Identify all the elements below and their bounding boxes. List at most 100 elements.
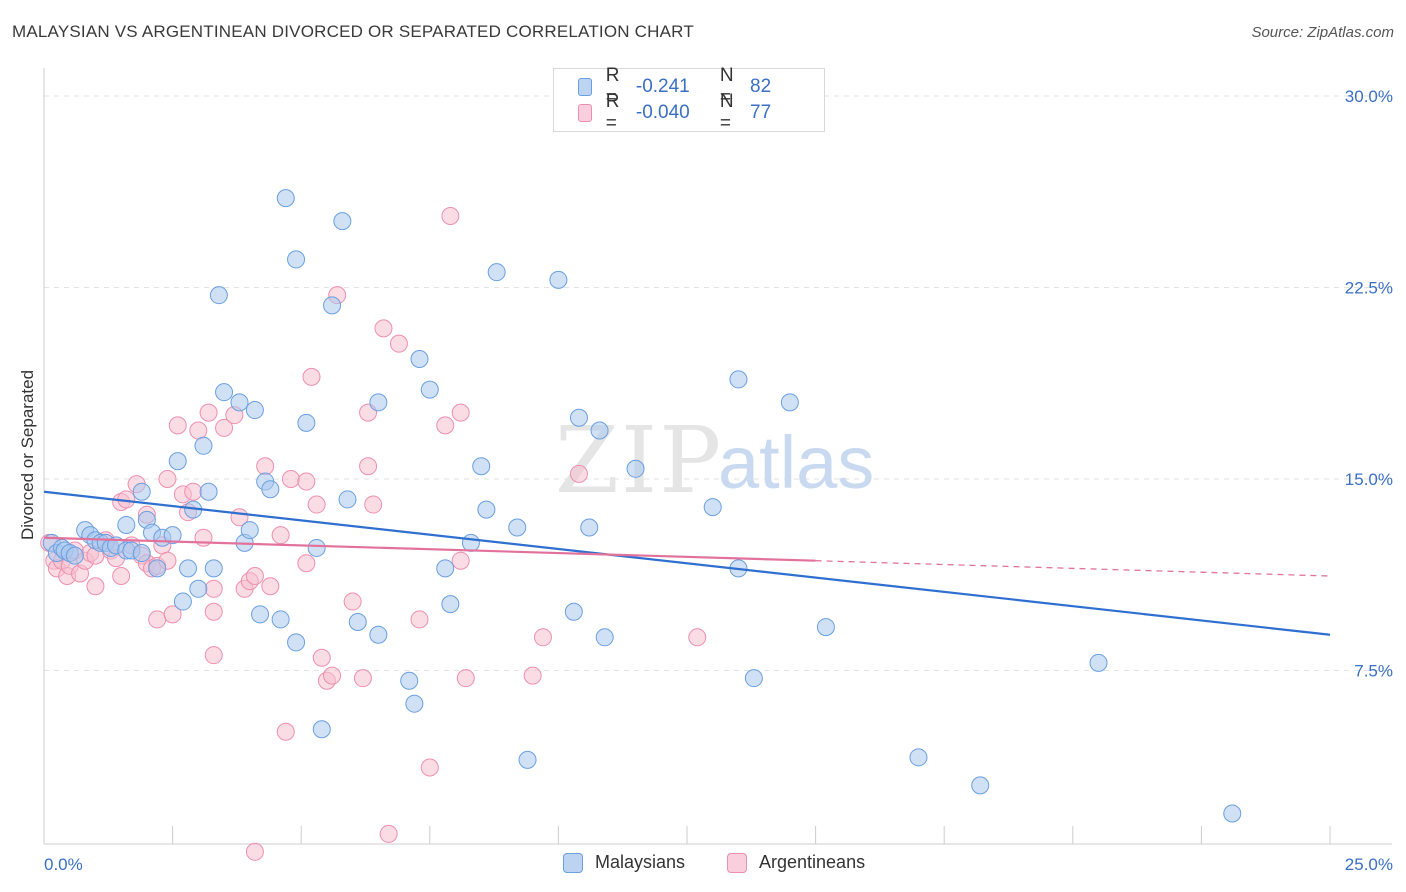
- argentinean-point: [261, 577, 280, 596]
- malaysian-point: [441, 595, 460, 614]
- argentinean-point: [420, 758, 439, 777]
- chart-title: MALAYSIAN VS ARGENTINEAN DIVORCED OR SEP…: [12, 22, 694, 41]
- legend-swatch-blue: [563, 852, 583, 873]
- y-tick-label: 15.0%: [1345, 470, 1393, 489]
- legend-n-value: 77: [750, 102, 772, 123]
- malaysian-point: [261, 480, 280, 499]
- malaysian-point: [410, 349, 429, 368]
- argentineans-trend-extension: [815, 560, 1331, 577]
- argentinean-point: [158, 470, 177, 488]
- argentinean-point: [323, 666, 342, 685]
- malaysian-point: [580, 518, 599, 537]
- argentinean-point: [436, 416, 455, 435]
- malaysian-point: [65, 546, 84, 565]
- malaysian-point: [703, 498, 722, 517]
- argentineans-trend-line: [43, 536, 816, 562]
- malaysian-point: [338, 490, 357, 509]
- argentinean-point: [343, 592, 362, 611]
- argentinean-point: [353, 669, 372, 688]
- argentinean-point: [204, 579, 223, 598]
- argentinean-point: [312, 648, 331, 667]
- argentinean-point: [281, 470, 300, 488]
- y-axis-label: Divorced or Separated: [18, 369, 37, 541]
- malaysian-point: [276, 189, 295, 208]
- malaysian-point: [271, 610, 290, 629]
- argentinean-point: [359, 457, 378, 476]
- y-tick-label: 30.0%: [1345, 87, 1393, 106]
- argentinean-point: [523, 666, 542, 685]
- malaysian-point: [595, 628, 614, 647]
- malaysian-point: [333, 212, 352, 231]
- malaysian-point: [189, 579, 208, 598]
- y-tick-label: 22.5%: [1345, 279, 1393, 298]
- malaysian-point: [148, 559, 167, 578]
- argentinean-point: [86, 577, 105, 596]
- argentinean-point: [245, 842, 264, 861]
- malaysian-point: [405, 694, 424, 713]
- malaysian-point: [199, 482, 218, 501]
- malaysian-point: [477, 500, 496, 519]
- malaysian-point: [287, 633, 306, 652]
- y-tick-label: 7.5%: [1354, 662, 1393, 681]
- malaysian-point: [461, 533, 480, 552]
- x-tick-label: 0.0%: [44, 855, 83, 874]
- argentinean-point: [364, 495, 383, 514]
- legend-label-argentineans: Argentineans: [759, 852, 866, 872]
- malaysian-point: [245, 401, 264, 420]
- malaysian-point: [590, 421, 609, 440]
- malaysian-point: [240, 521, 259, 540]
- malaysian-point: [251, 605, 270, 624]
- argentinean-point: [389, 334, 408, 353]
- argentinean-point: [379, 824, 398, 843]
- argentinean-point: [112, 567, 131, 586]
- x-tick-label: 25.0%: [1345, 855, 1393, 874]
- legend-n-value: 82: [750, 76, 772, 97]
- malaysian-point: [729, 370, 748, 389]
- malaysian-point: [348, 612, 367, 631]
- argentinean-point: [451, 551, 470, 570]
- malaysian-point: [132, 544, 151, 563]
- malaysian-point: [909, 748, 928, 767]
- argentinean-point: [302, 367, 321, 386]
- argentinean-point: [199, 403, 218, 422]
- argentinean-point: [276, 722, 295, 741]
- malaysian-point: [173, 592, 192, 611]
- legend-row-malaysians: R = -0.241 N = 82: [578, 65, 824, 108]
- malaysian-point: [230, 393, 249, 412]
- argentinean-point: [688, 628, 707, 647]
- argentinean-point: [451, 403, 470, 422]
- malaysian-point: [179, 559, 198, 578]
- argentinean-point: [297, 472, 316, 491]
- argentinean-point: [374, 319, 393, 338]
- correlation-legend: R = -0.241 N = 82 R = -0.040 N = 77: [553, 65, 825, 134]
- malaysian-point: [369, 625, 388, 644]
- legend-n-label: N =: [719, 65, 734, 108]
- argentinean-point: [441, 207, 460, 226]
- legend-item-argentineans: Argentineans: [727, 852, 865, 873]
- legend-r-label: R =: [605, 91, 620, 134]
- source-note: Source: ZipAtlas.com: [1251, 24, 1394, 41]
- argentinean-point: [256, 457, 275, 476]
- malaysian-point: [194, 436, 213, 455]
- malaysian-point: [204, 559, 223, 578]
- trend-lines: [43, 490, 1331, 636]
- malaysian-point: [436, 559, 455, 578]
- argentinean-point: [271, 526, 290, 545]
- legend-swatch-pink: [578, 104, 592, 122]
- malaysian-point: [508, 518, 527, 537]
- malaysian-point: [297, 413, 316, 432]
- malaysians-trend-line: [43, 490, 1331, 636]
- legend-n-label: N =: [719, 91, 734, 134]
- malaysian-point: [569, 408, 588, 427]
- argentinean-point: [410, 610, 429, 629]
- malaysian-point: [117, 515, 136, 534]
- axes: [43, 68, 1392, 845]
- argentinean-point: [297, 554, 316, 573]
- legend-r-value: -0.241: [635, 76, 690, 97]
- malaysian-point: [564, 602, 583, 621]
- argentinean-point: [184, 482, 203, 501]
- argentinean-point: [569, 464, 588, 483]
- malaysian-point: [132, 482, 151, 501]
- argentinean-point: [204, 646, 223, 665]
